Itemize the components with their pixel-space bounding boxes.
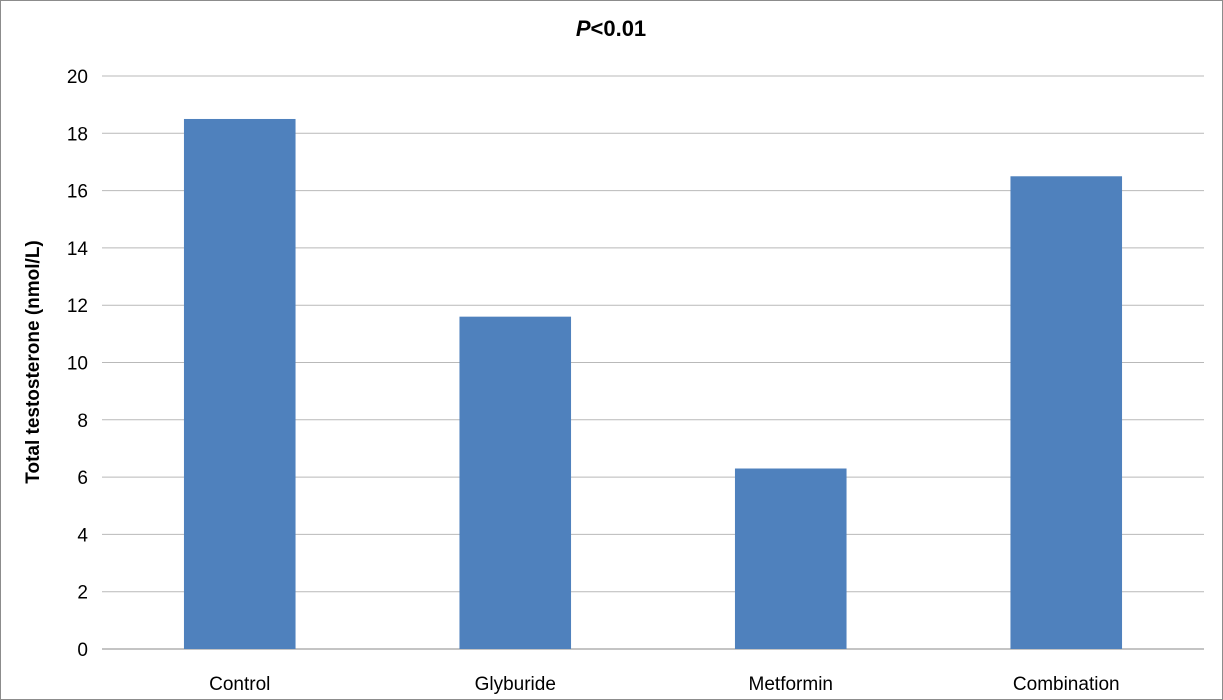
y-tick-label: 16 [67, 182, 88, 203]
bar-combination [1010, 176, 1123, 649]
y-tick-label: 10 [67, 354, 88, 375]
bars [183, 118, 1123, 650]
y-axis-label: Total testosterone (nmol/L) [23, 240, 44, 483]
bar-control [183, 118, 296, 650]
y-tick-label: 4 [77, 525, 88, 546]
bar-glyburide [459, 316, 572, 649]
y-tick-label: 12 [67, 296, 88, 317]
y-tick-label: 8 [77, 411, 88, 432]
bar-metformin [734, 468, 847, 649]
y-tick-label: 14 [67, 239, 89, 260]
x-tick-label: Glyburide [475, 674, 556, 695]
y-tick-label: 0 [77, 640, 88, 661]
y-tick-label: 6 [77, 468, 88, 489]
chart-title-p: P [576, 16, 591, 41]
y-tick-label: 20 [67, 67, 88, 88]
y-tick-labels: 0 2 4 6 8 10 12 14 16 18 20 [67, 67, 89, 661]
y-tick-label: 2 [77, 583, 88, 604]
x-tick-labels: Control Glyburide Metformin Combination [209, 674, 1119, 695]
y-tick-label: 18 [67, 124, 88, 145]
x-tick-label: Control [209, 674, 270, 695]
x-tick-label: Metformin [749, 674, 833, 695]
chart-title-rest: <0.01 [591, 16, 647, 41]
chart-title: P<0.01 [576, 16, 646, 41]
x-tick-label: Combination [1013, 674, 1120, 695]
